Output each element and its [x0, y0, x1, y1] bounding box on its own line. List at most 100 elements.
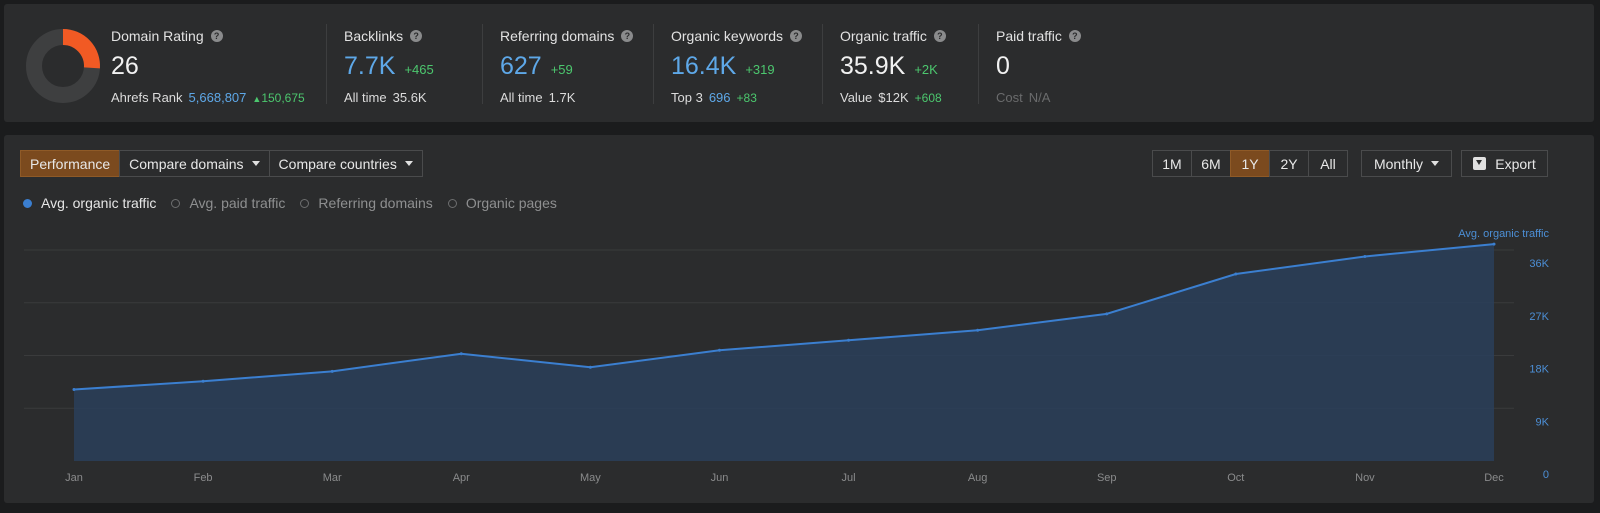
referring-domains-value[interactable]: 627 — [500, 52, 542, 80]
chart-legend: Avg. organic traffic Avg. paid traffic R… — [23, 195, 572, 211]
help-icon[interactable]: ? — [1068, 30, 1081, 42]
help-icon[interactable]: ? — [410, 30, 423, 42]
divider — [326, 24, 327, 104]
x-tick-label: Dec — [1484, 472, 1504, 484]
divider — [822, 24, 823, 104]
organic-traffic-sub-delta: +608 — [914, 90, 942, 105]
data-point — [717, 348, 721, 352]
organic-keywords-label: Organic keywords — [671, 28, 784, 44]
referring-domains-sub-value: 1.7K — [548, 90, 576, 105]
paid-traffic-sub-value: N/A — [1028, 90, 1051, 105]
x-tick-label: Sep — [1097, 472, 1117, 484]
x-tick-label: Nov — [1355, 472, 1375, 484]
y-axis-title: Avg. organic traffic — [1458, 228, 1549, 240]
x-tick-label: Jul — [842, 472, 856, 484]
referring-domains-metric: Referring domains? 627 +59 All time 1.7K — [500, 28, 634, 105]
help-icon[interactable]: ? — [210, 30, 223, 42]
paid-traffic-value: 0 — [996, 52, 1010, 80]
organic-traffic-label: Organic traffic — [840, 28, 927, 44]
tab-compare-countries[interactable]: Compare countries — [268, 150, 423, 177]
legend-avg-organic-traffic[interactable]: Avg. organic traffic — [23, 195, 156, 211]
traffic-chart: 0 9K 18K 27K 36K Avg. organic traffic Jan Feb Ma… — [24, 228, 1550, 484]
data-point — [330, 369, 334, 373]
x-tick-label: Jan — [65, 472, 83, 484]
range-1m[interactable]: 1M — [1152, 150, 1192, 177]
organic-keywords-sub-delta: +83 — [736, 90, 757, 105]
organic-keywords-sub-value[interactable]: 696 — [708, 90, 731, 105]
legend-dot — [447, 198, 457, 208]
view-tabs: Performance Compare domains Compare coun… — [20, 150, 423, 177]
caret-down-icon — [251, 161, 260, 166]
legend-organic-pages[interactable]: Organic pages — [447, 195, 557, 211]
paid-traffic-sub-label: Cost — [996, 90, 1023, 105]
organic-traffic-sub-value: $12K — [878, 90, 909, 105]
ahrefs-rank-delta: ▲150,675 — [252, 90, 305, 105]
range-2y[interactable]: 2Y — [1269, 150, 1309, 177]
divider — [482, 24, 483, 104]
tab-compare-domains[interactable]: Compare domains — [119, 150, 270, 177]
referring-domains-sub-label: All time — [500, 90, 543, 105]
x-tick-label: Aug — [968, 472, 988, 484]
download-icon — [1473, 157, 1487, 170]
help-icon[interactable]: ? — [621, 30, 634, 42]
y-tick-label: 0 — [1543, 469, 1549, 481]
legend-referring-domains[interactable]: Referring domains — [300, 195, 433, 211]
paid-traffic-label: Paid traffic — [996, 28, 1062, 44]
organic-traffic-metric: Organic traffic? 35.9K +2K Value $12K +608 — [840, 28, 946, 105]
divider — [653, 24, 654, 104]
caret-down-icon — [1431, 161, 1440, 166]
series-line — [73, 243, 1495, 391]
performance-panel: Performance Compare domains Compare coun… — [4, 135, 1594, 503]
organic-keywords-delta: +319 — [745, 62, 775, 77]
data-point — [976, 328, 980, 332]
y-tick-label: 36K — [1529, 258, 1549, 270]
organic-traffic-sub-label: Value — [840, 90, 873, 105]
data-point — [1105, 312, 1109, 316]
range-1y[interactable]: 1Y — [1230, 150, 1270, 177]
backlinks-sub-label: All time — [344, 90, 387, 105]
organic-traffic-value: 35.9K — [840, 52, 906, 80]
metrics-panel: Domain Rating? 26 Ahrefs Rank 5,668,807 … — [4, 4, 1594, 122]
legend-avg-paid-traffic[interactable]: Avg. paid traffic — [171, 195, 285, 211]
tab-performance[interactable]: Performance — [20, 150, 121, 177]
backlinks-metric: Backlinks? 7.7K +465 All time 35.6K — [344, 28, 434, 105]
legend-dot — [23, 198, 32, 208]
backlinks-delta: +465 — [404, 62, 434, 77]
ahrefs-rank-label: Ahrefs Rank — [111, 90, 183, 105]
caret-down-icon — [404, 161, 413, 166]
y-tick-label: 18K — [1529, 364, 1549, 376]
x-tick-label: Mar — [323, 472, 342, 484]
organic-keywords-value[interactable]: 16.4K — [671, 52, 737, 80]
series-area — [74, 244, 1494, 461]
data-point — [588, 365, 592, 369]
ahrefs-rank-value[interactable]: 5,668,807 — [188, 90, 247, 105]
x-tick-label: May — [580, 472, 601, 484]
legend-dot — [300, 198, 310, 208]
backlinks-label: Backlinks — [344, 28, 404, 44]
domain-rating-gauge — [26, 29, 100, 103]
data-point — [459, 352, 463, 356]
y-tick-label: 9K — [1536, 416, 1550, 428]
data-point — [1363, 254, 1367, 258]
range-all[interactable]: All — [1308, 150, 1348, 177]
export-button[interactable]: Export — [1461, 150, 1548, 177]
backlinks-value[interactable]: 7.7K — [344, 52, 396, 80]
range-selector: 1M 6M 1Y 2Y All — [1152, 150, 1348, 177]
organic-keywords-sub-label: Top 3 — [671, 90, 703, 105]
help-icon[interactable]: ? — [933, 30, 946, 42]
paid-traffic-metric: Paid traffic? 0 Cost N/A — [996, 28, 1081, 105]
x-tick-label: Apr — [453, 472, 470, 484]
range-6m[interactable]: 6M — [1191, 150, 1231, 177]
x-tick-label: Jun — [711, 472, 729, 484]
divider — [978, 24, 979, 104]
domain-rating-metric: Domain Rating? 26 Ahrefs Rank 5,668,807 … — [111, 28, 305, 105]
interval-dropdown[interactable]: Monthly — [1361, 150, 1452, 177]
x-tick-label: Oct — [1227, 472, 1244, 484]
referring-domains-label: Referring domains — [500, 28, 615, 44]
x-tick-label: Feb — [194, 472, 213, 484]
legend-dot — [171, 198, 181, 208]
domain-rating-value: 26 — [111, 52, 139, 80]
help-icon[interactable]: ? — [790, 30, 803, 42]
organic-traffic-delta: +2K — [914, 62, 938, 77]
data-point — [72, 387, 76, 391]
